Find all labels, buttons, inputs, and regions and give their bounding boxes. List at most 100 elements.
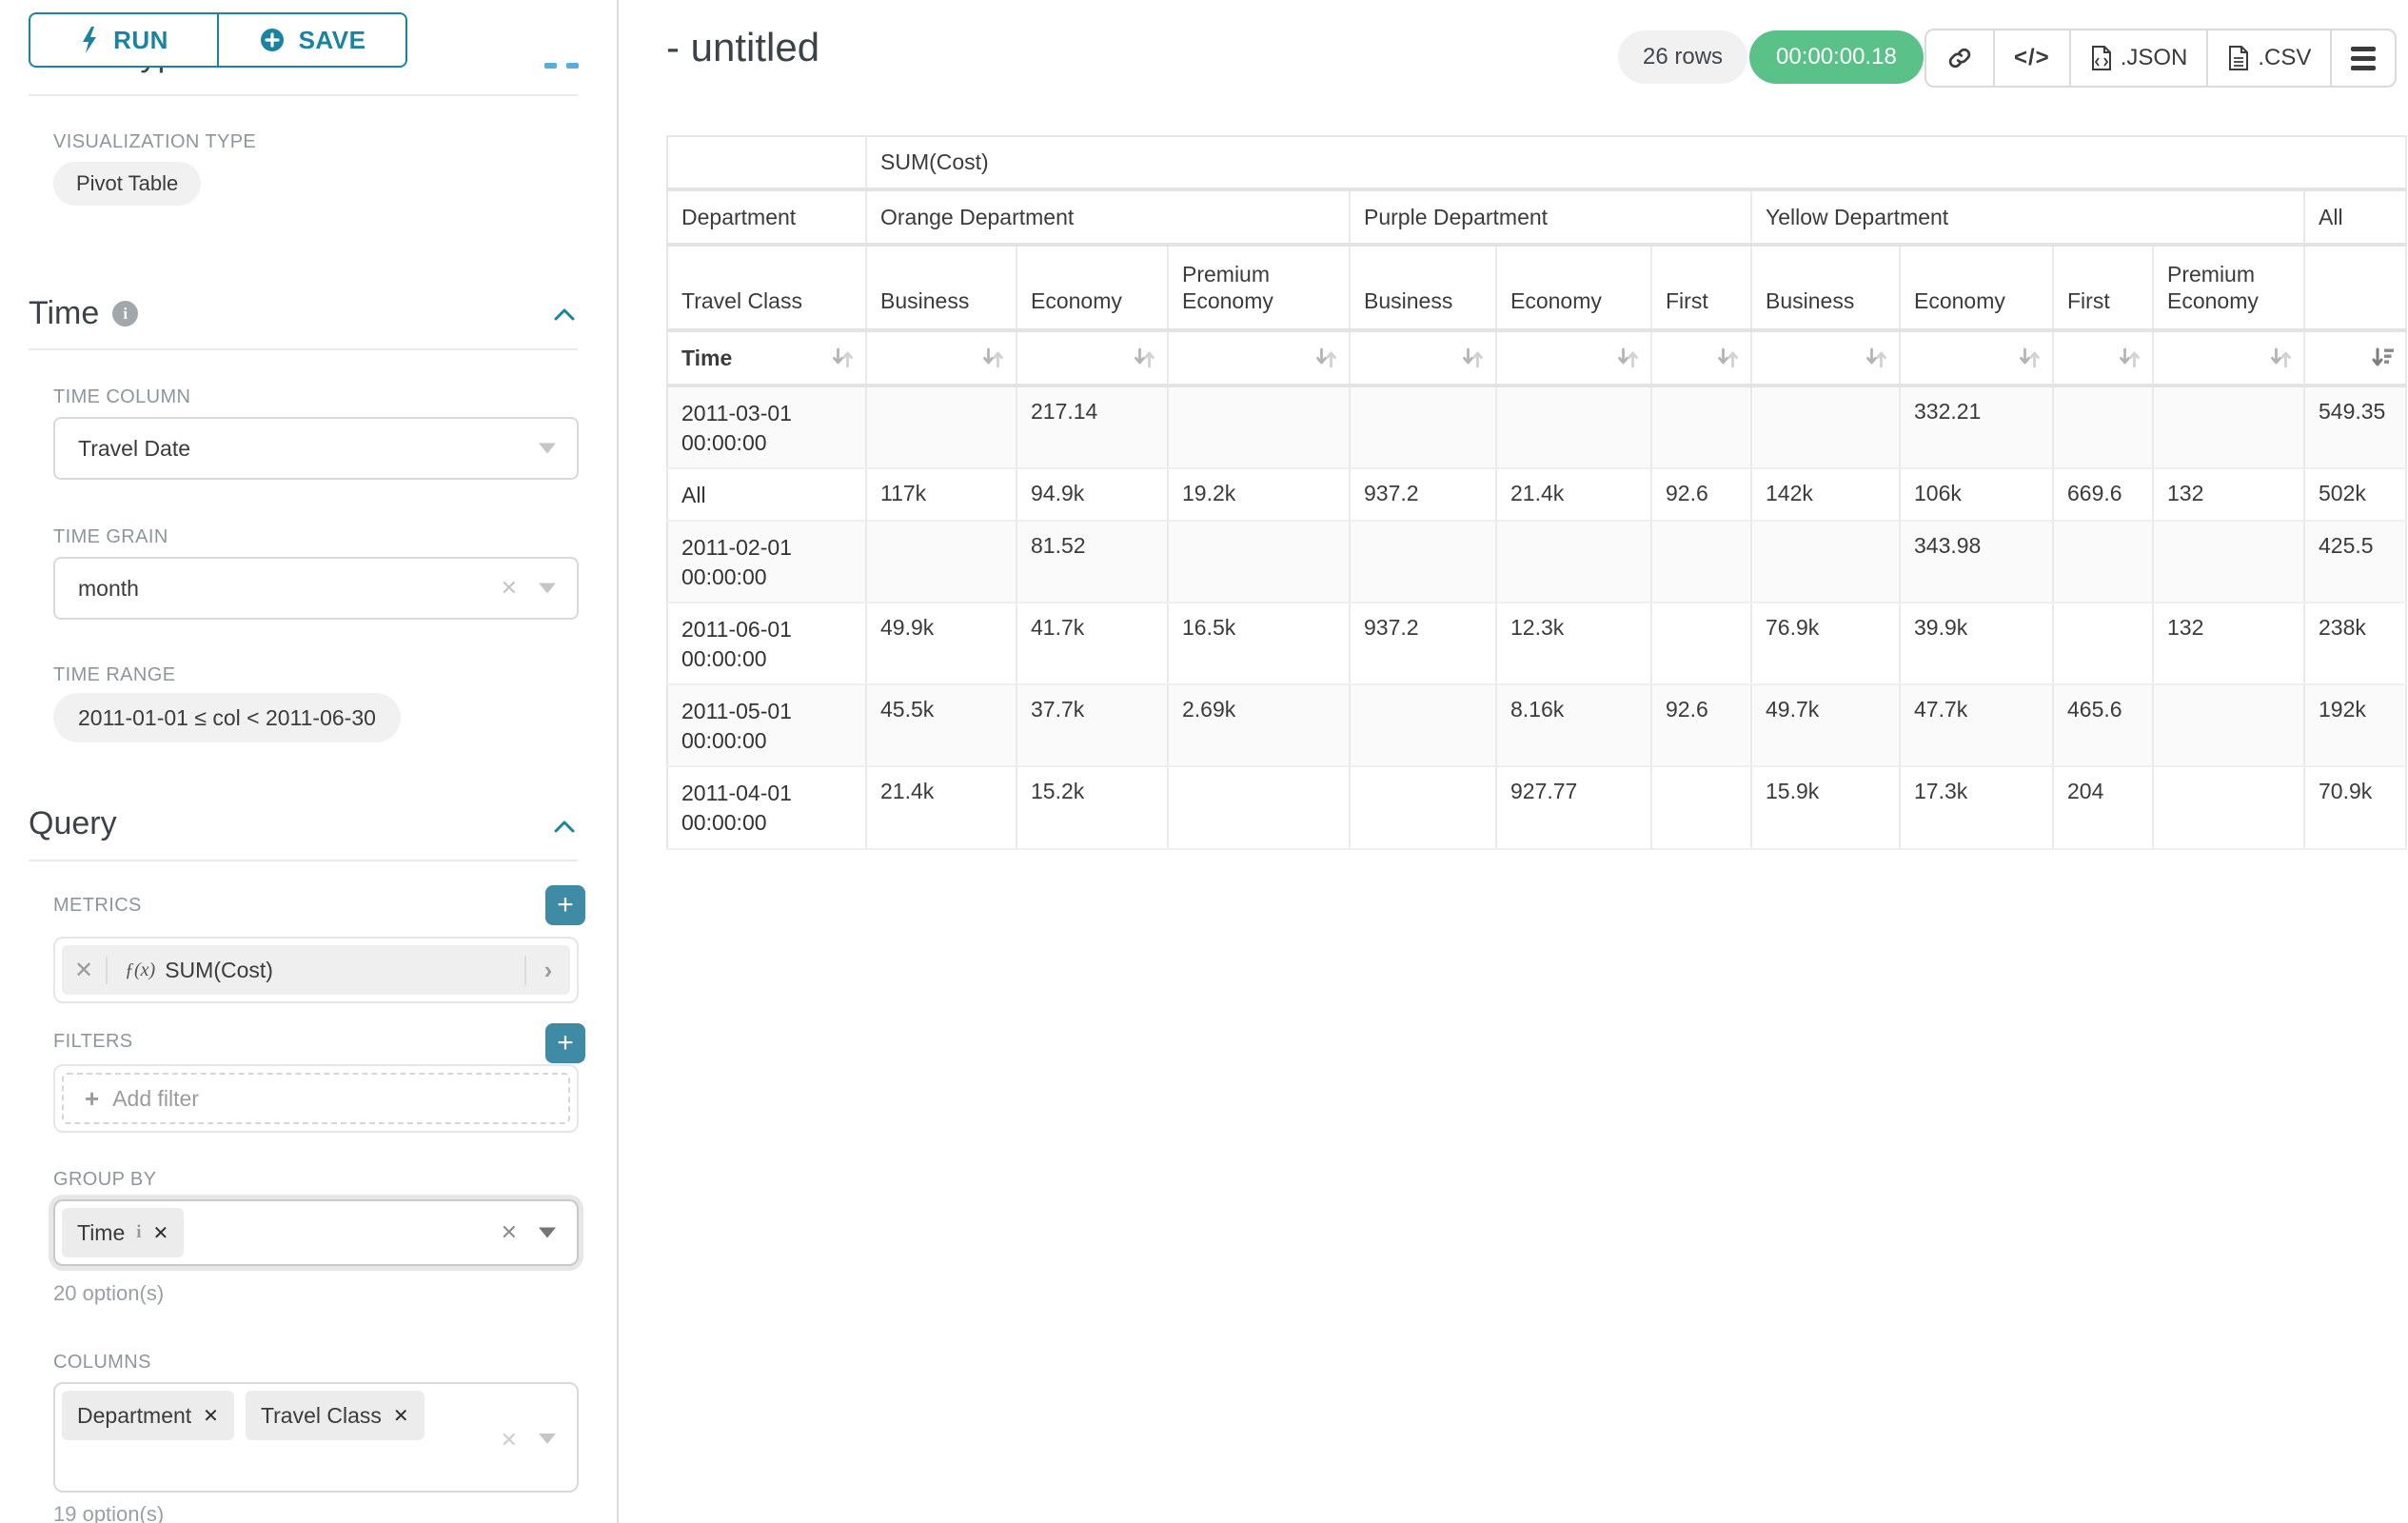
clipped-icon [544,63,557,69]
pivot-table-container: SUM(Cost) Department Orange Department Purp… [666,135,2408,850]
export-csv-button[interactable]: .CSV [2206,30,2330,86]
columns-chip[interactable]: Travel Class ✕ [245,1391,424,1440]
export-json-button[interactable]: .JSON [2068,30,2207,86]
time-range-pill[interactable]: 2011-01-01 ≤ col < 2011-06-30 [53,693,401,742]
pivot-cell [1651,766,1752,850]
pivot-cell [1651,521,1752,604]
add-metric-button[interactable]: + [545,885,585,925]
sort-toggle-icon[interactable] [1615,346,1641,371]
time-range-label: TIME RANGE [53,664,176,685]
sort-header[interactable] [1651,330,1752,387]
columns-chip-label: Travel Class [260,1402,382,1428]
add-filter-button[interactable]: + Add filter [62,1073,570,1124]
sort-toggle-icon[interactable] [1132,346,1157,371]
pivot-cell [1496,521,1652,604]
collapse-time-section-icon[interactable] [552,303,577,327]
sort-header[interactable] [2153,330,2305,387]
view-query-button[interactable]: </> [1993,30,2069,86]
time-grain-select[interactable]: month ✕ [53,557,579,620]
sort-header[interactable] [1350,330,1497,387]
remove-chip-icon[interactable]: ✕ [392,1405,409,1427]
share-link-button[interactable] [1926,30,1993,86]
sort-header[interactable] [1168,330,1351,387]
remove-metric-icon[interactable]: ✕ [62,956,108,984]
sort-header[interactable] [866,330,1017,387]
time-section-title: Time i [29,295,139,332]
time-section-title-text: Time [29,295,100,331]
pivot-cell [2053,603,2154,686]
export-json-label: .JSON [2120,45,2188,70]
time-column-select[interactable]: Travel Date [53,417,579,480]
sort-toggle-icon[interactable] [1460,346,1486,371]
sort-header[interactable] [1751,330,1901,387]
more-options-button[interactable] [2330,30,2395,86]
remove-chip-icon[interactable]: ✕ [152,1222,169,1244]
chevron-right-icon[interactable]: › [524,955,570,985]
code-icon: </> [2014,45,2050,70]
sort-toggle-icon[interactable] [1864,346,1889,371]
add-filter-label: Add filter [112,1085,199,1111]
run-button[interactable]: RUN [29,12,218,68]
columns-chip[interactable]: Department ✕ [62,1391,234,1440]
visualization-type-pill[interactable]: Pivot Table [53,162,202,206]
pivot-data-row: 2011-05-01 00:00:00 45.5k 37.7k 2.69k 8.16k 9… [667,684,2408,768]
sort-toggle-icon[interactable] [2017,346,2043,371]
clear-icon[interactable]: ✕ [500,1428,518,1452]
sort-header[interactable] [1496,330,1652,387]
group-by-select[interactable]: Time i ✕ ✕ [53,1199,579,1266]
clear-icon[interactable]: ✕ [500,1220,518,1244]
sort-toggle-icon[interactable] [1313,346,1339,371]
department-header-row: Department Orange Department Purple Depart… [667,189,2408,247]
group-by-chip[interactable]: Time i ✕ [62,1208,185,1257]
query-section-title: Query [29,805,117,842]
travel-class-header: Premium Economy [1168,245,1351,332]
pivot-cell: 19.2k [1168,468,1351,523]
pivot-data-row: 2011-04-01 00:00:00 21.4k 15.2k 927.77 15.9k… [667,766,2408,850]
sort-toggle-icon[interactable] [980,346,1006,371]
corner-cell [667,136,867,191]
sort-toggle-icon[interactable] [830,346,856,371]
group-by-label: GROUP BY [53,1169,157,1190]
metric-pill[interactable]: ✕ ƒ(x) SUM(Cost) › [62,945,570,995]
clear-icon[interactable]: ✕ [500,576,518,600]
metric-header: SUM(Cost) [866,136,2408,191]
filters-label: FILTERS [53,1031,133,1052]
sort-toggle-icon[interactable] [1715,346,1741,371]
pivot-cell: 502k [2304,468,2408,523]
department-row-label: Department [667,189,867,247]
columns-select[interactable]: Department ✕ Travel Class ✕ ✕ [53,1382,579,1493]
sort-header[interactable] [1016,330,1169,387]
add-filter-plus-button[interactable]: + [545,1023,585,1063]
columns-label: COLUMNS [53,1352,151,1373]
sort-toggle-icon[interactable] [2268,346,2294,371]
pivot-cell: 49.7k [1751,684,1901,768]
metrics-label: METRICS [53,895,142,916]
pivot-cell [2053,386,2154,470]
collapse-query-section-icon[interactable] [552,815,577,840]
pivot-cell [866,386,1017,470]
sort-header[interactable] [1900,330,2054,387]
travel-class-header: Economy [1496,245,1652,332]
time-sort-header[interactable]: Time [667,330,867,387]
row-label: 2011-06-01 00:00:00 [667,603,867,686]
pivot-cell [1751,521,1901,604]
pivot-cell [866,521,1017,604]
sort-toggle-icon[interactable] [2117,346,2142,371]
chart-title[interactable]: - untitled [666,25,820,69]
remove-chip-icon[interactable]: ✕ [203,1405,219,1427]
save-button[interactable]: SAVE [218,12,407,68]
sort-descending-icon[interactable] [2370,346,2396,371]
sort-header-active[interactable] [2304,330,2408,387]
travel-class-header: First [1651,245,1752,332]
pivot-cell: 669.6 [2053,468,2154,523]
sort-header[interactable] [2053,330,2154,387]
hamburger-menu-icon [2351,46,2377,70]
run-save-button-group: RUN SAVE [29,12,407,68]
plus-circle-icon [260,29,284,51]
row-label: 2011-03-01 00:00:00 [667,386,867,470]
chevron-down-icon [539,443,556,454]
row-label: All [667,468,867,523]
pivot-cell [1651,386,1752,470]
group-by-options-hint: 20 option(s) [53,1281,165,1305]
group-by-chip-label: Time [77,1219,126,1245]
